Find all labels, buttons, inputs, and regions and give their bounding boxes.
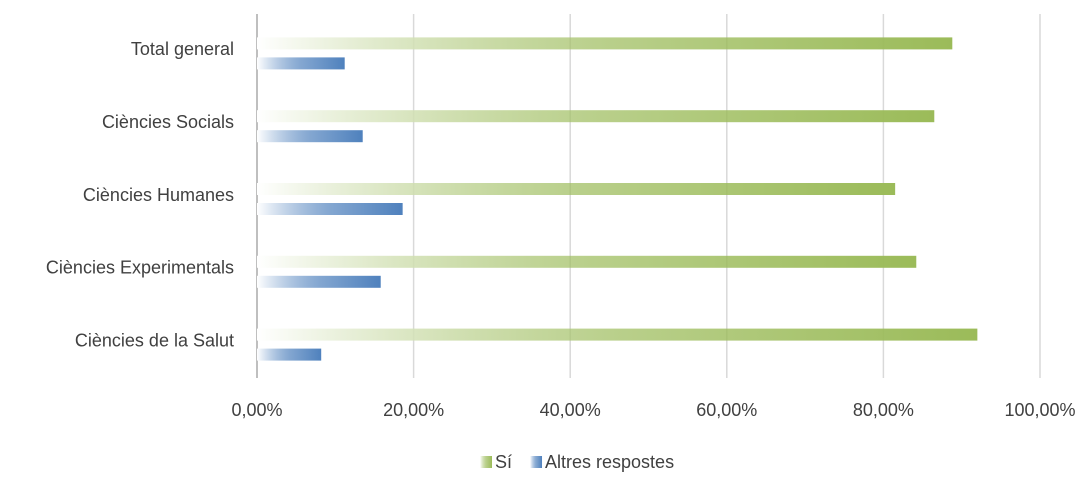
x-tick-label: 100,00%: [1004, 400, 1075, 420]
y-tick-label: Ciències de la Salut: [75, 330, 234, 350]
bar: [257, 183, 896, 195]
bar: [257, 348, 322, 361]
bar: [257, 110, 935, 123]
legend-swatch: [530, 456, 543, 468]
legend-label: Sí: [495, 452, 512, 472]
x-tick-label: 60,00%: [696, 400, 757, 420]
bar: [257, 203, 403, 215]
bar: [257, 130, 363, 143]
y-tick-label: Ciències Humanes: [83, 185, 234, 205]
x-tick-label: 80,00%: [853, 400, 914, 420]
bar: [257, 37, 953, 50]
bar: [257, 255, 917, 268]
bar: [257, 275, 381, 288]
bar: [257, 328, 978, 341]
bar: [257, 57, 345, 70]
legend-label: Altres respostes: [545, 452, 674, 472]
x-tick-label: 20,00%: [383, 400, 444, 420]
legend-swatch: [480, 456, 492, 468]
x-tick-label: 40,00%: [540, 400, 601, 420]
y-tick-label: Ciències Socials: [102, 112, 234, 132]
y-tick-label: Ciències Experimentals: [46, 258, 234, 278]
x-tick-label: 0,00%: [231, 400, 282, 420]
y-tick-label: Total general: [131, 39, 234, 59]
